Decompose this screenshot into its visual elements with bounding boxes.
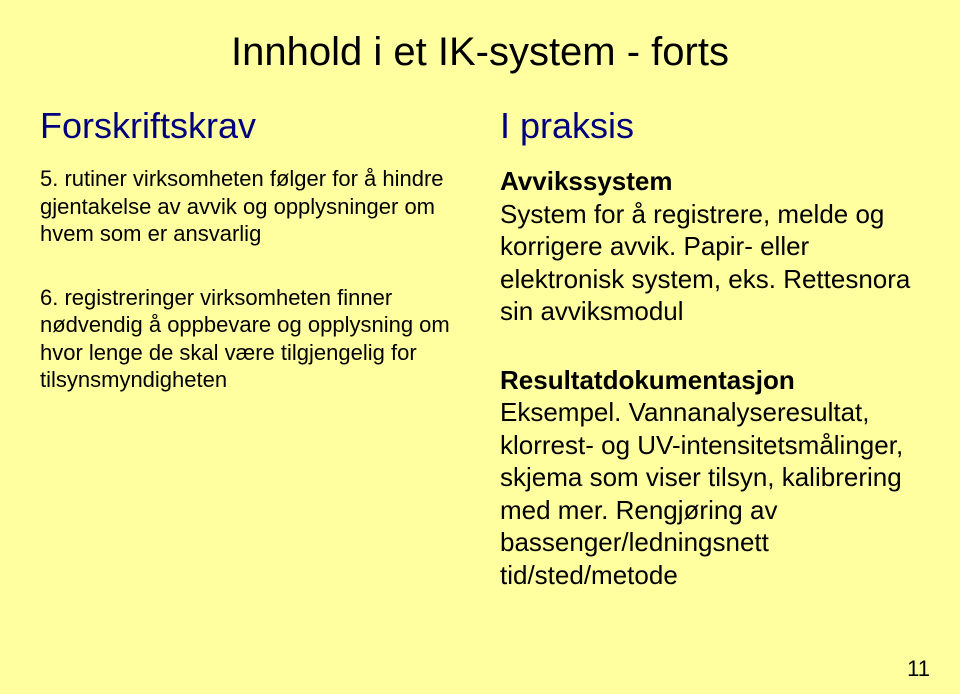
left-heading: Forskriftskrav bbox=[40, 105, 470, 147]
page-number: 11 bbox=[907, 656, 930, 682]
right-column: I praksis Avvikssystem System for å regi… bbox=[500, 105, 920, 627]
right-heading: I praksis bbox=[500, 105, 920, 147]
slide: Innhold i et IK-system - forts Forskrift… bbox=[0, 0, 960, 694]
right-block-2: Resultatdokumentasjon Eksempel. Vannanal… bbox=[500, 364, 920, 592]
left-column: Forskriftskrav 5. rutiner virksomheten f… bbox=[40, 105, 470, 627]
left-item-6: 6. registreringer virksomheten finner nø… bbox=[40, 284, 470, 394]
right-block-2-text: Eksempel. Vannanalyseresultat, klorrest-… bbox=[500, 396, 920, 591]
right-block-1-text: System for å registrere, melde og korrig… bbox=[500, 198, 920, 328]
columns: Forskriftskrav 5. rutiner virksomheten f… bbox=[40, 105, 920, 627]
right-block-1: Avvikssystem System for å registrere, me… bbox=[500, 165, 920, 328]
left-item-6-text: 6. registreringer virksomheten finner nø… bbox=[40, 284, 470, 394]
slide-title: Innhold i et IK-system - forts bbox=[40, 30, 920, 75]
right-block-1-title: Avvikssystem bbox=[500, 165, 920, 198]
right-block-2-title: Resultatdokumentasjon bbox=[500, 364, 920, 397]
left-item-5-text: 5. rutiner virksomheten følger for å hin… bbox=[40, 165, 470, 248]
left-item-5: 5. rutiner virksomheten følger for å hin… bbox=[40, 165, 470, 248]
